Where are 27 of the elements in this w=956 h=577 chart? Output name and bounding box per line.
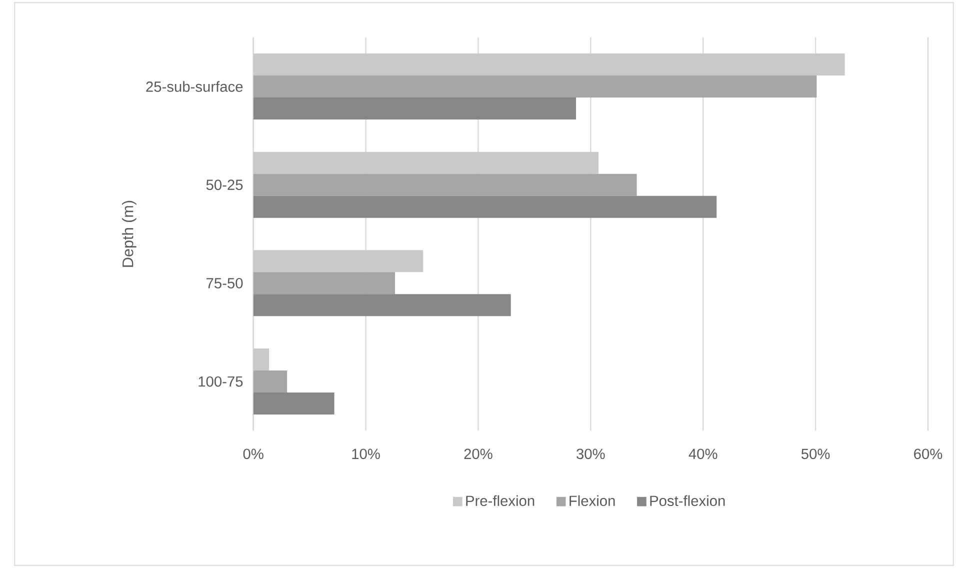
bar bbox=[253, 53, 845, 76]
x-tick-label: 10% bbox=[352, 448, 380, 459]
x-tick-label: 60% bbox=[914, 448, 942, 459]
y-tick-label: 50-25 bbox=[206, 180, 243, 190]
bar bbox=[253, 370, 288, 392]
legend-label: Flexion bbox=[570, 495, 615, 506]
y-tick-label: 75-50 bbox=[206, 278, 243, 288]
x-tick-label: 30% bbox=[576, 448, 605, 459]
bar bbox=[253, 392, 334, 414]
x-tick-label: 20% bbox=[464, 448, 492, 459]
bar bbox=[253, 272, 396, 294]
x-tick-label: 0% bbox=[243, 448, 264, 459]
bar bbox=[253, 294, 511, 316]
y-tick-label: 100-75 bbox=[198, 376, 243, 387]
legend-label: Pre-flexion bbox=[466, 495, 534, 506]
bar bbox=[253, 97, 576, 120]
bar bbox=[253, 250, 424, 272]
x-tick-label: 40% bbox=[688, 448, 718, 459]
bar bbox=[253, 196, 717, 218]
legend-label: Post-flexion bbox=[650, 495, 725, 506]
bar bbox=[253, 152, 599, 174]
bar bbox=[253, 75, 817, 98]
x-tick-label: 50% bbox=[801, 448, 830, 459]
y-tick-label: 25-sub-surface bbox=[146, 80, 243, 92]
bar bbox=[253, 348, 270, 370]
bar bbox=[253, 174, 637, 196]
y-axis-title: Depth (m) bbox=[122, 200, 136, 267]
